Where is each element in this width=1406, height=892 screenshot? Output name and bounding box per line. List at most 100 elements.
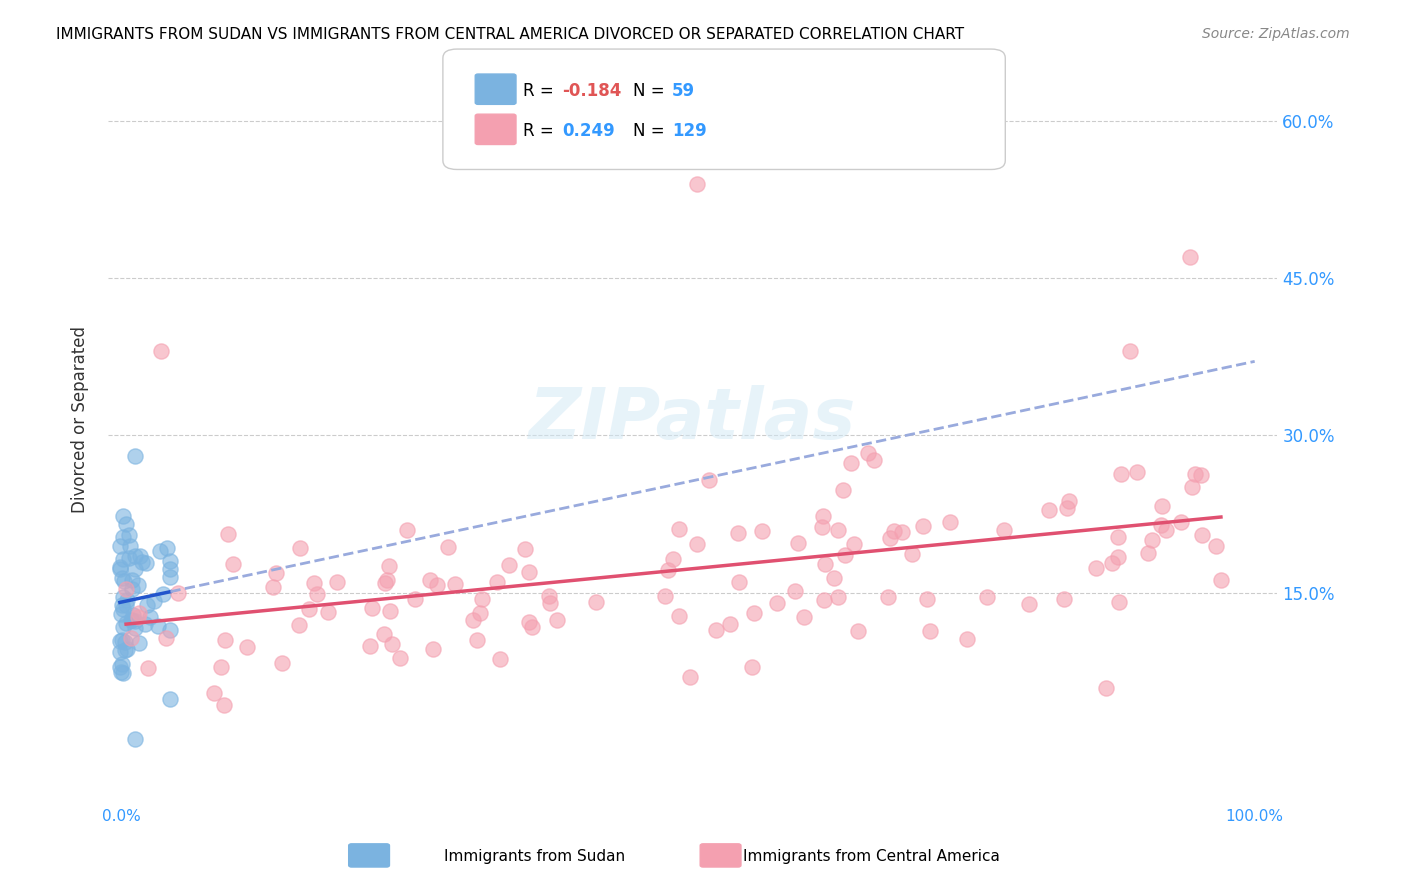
Point xyxy=(222,558,245,572)
Point xyxy=(378,604,401,618)
Point xyxy=(124,731,146,746)
Text: Source: ZipAtlas.com: Source: ZipAtlas.com xyxy=(1202,27,1350,41)
Point xyxy=(1107,550,1129,565)
Point xyxy=(389,651,412,665)
Point xyxy=(111,571,134,585)
Point xyxy=(842,537,865,551)
Point xyxy=(114,642,136,657)
Point xyxy=(110,660,132,674)
Point xyxy=(159,554,181,568)
Point xyxy=(883,524,905,538)
Point xyxy=(214,633,236,648)
Point xyxy=(468,606,491,620)
Point xyxy=(823,571,845,585)
Point xyxy=(396,523,419,537)
Point xyxy=(751,524,773,539)
Point xyxy=(404,591,426,606)
Point xyxy=(136,598,159,612)
Text: N =: N = xyxy=(633,82,669,100)
Point xyxy=(993,523,1015,537)
Point xyxy=(112,508,135,523)
Point xyxy=(685,536,707,550)
Point xyxy=(668,608,690,623)
Point xyxy=(307,587,329,601)
Text: ZIPatlas: ZIPatlas xyxy=(529,385,856,454)
Point xyxy=(159,692,181,706)
Point xyxy=(112,602,135,616)
Point xyxy=(679,670,702,684)
Point xyxy=(156,541,179,555)
Point xyxy=(465,632,488,647)
Point xyxy=(546,613,568,627)
Point xyxy=(1038,503,1060,517)
Text: R =: R = xyxy=(523,122,560,140)
Point xyxy=(288,541,311,555)
Point xyxy=(115,582,138,597)
Point xyxy=(298,601,321,615)
Point xyxy=(326,575,349,590)
Point xyxy=(793,609,815,624)
Point xyxy=(375,573,398,587)
Point xyxy=(124,621,146,635)
Point xyxy=(304,576,326,591)
Point xyxy=(520,620,543,634)
Point xyxy=(124,562,146,576)
Point xyxy=(114,616,136,631)
Point xyxy=(110,598,132,612)
Point xyxy=(419,573,441,587)
Point xyxy=(108,539,131,553)
Point xyxy=(727,526,749,541)
Point xyxy=(127,610,149,624)
Point xyxy=(846,624,869,638)
Point xyxy=(166,586,188,600)
Point xyxy=(114,516,136,531)
Point xyxy=(139,610,162,624)
Point xyxy=(135,556,157,570)
Point xyxy=(704,623,727,637)
Point xyxy=(1119,344,1142,359)
Point xyxy=(316,605,339,619)
Point xyxy=(142,594,165,608)
Point xyxy=(115,593,138,607)
Text: IMMIGRANTS FROM SUDAN VS IMMIGRANTS FROM CENTRAL AMERICA DIVORCED OR SEPARATED C: IMMIGRANTS FROM SUDAN VS IMMIGRANTS FROM… xyxy=(56,27,965,42)
Point xyxy=(1108,594,1130,608)
Point xyxy=(1107,530,1129,544)
Point xyxy=(1101,556,1123,570)
Point xyxy=(1191,528,1213,542)
Point xyxy=(111,666,134,681)
Point xyxy=(813,508,835,523)
Point xyxy=(426,578,449,592)
Point xyxy=(976,590,998,604)
Point xyxy=(686,177,709,191)
Point xyxy=(111,633,134,648)
Point xyxy=(124,549,146,564)
Point xyxy=(662,552,685,566)
Point xyxy=(444,576,467,591)
Point xyxy=(890,524,912,539)
Point xyxy=(697,473,720,487)
Point xyxy=(1150,499,1173,513)
Point xyxy=(538,596,561,610)
Point xyxy=(111,657,134,672)
Point xyxy=(110,645,132,659)
Point xyxy=(901,547,924,561)
Point xyxy=(108,559,131,574)
Text: 59: 59 xyxy=(672,82,695,100)
Point xyxy=(1209,573,1232,587)
Point xyxy=(718,616,741,631)
Text: Immigrants from Central America: Immigrants from Central America xyxy=(744,849,1000,863)
Point xyxy=(111,552,134,566)
Point xyxy=(827,523,849,537)
Point xyxy=(117,642,139,657)
Point xyxy=(374,576,396,591)
Point xyxy=(585,595,607,609)
Point xyxy=(118,528,141,542)
Point xyxy=(917,592,939,607)
Point xyxy=(486,575,509,590)
Point xyxy=(813,593,835,607)
Point xyxy=(471,592,494,607)
Point xyxy=(834,548,856,562)
Point xyxy=(288,617,311,632)
Point xyxy=(1180,250,1202,264)
Point xyxy=(124,614,146,628)
